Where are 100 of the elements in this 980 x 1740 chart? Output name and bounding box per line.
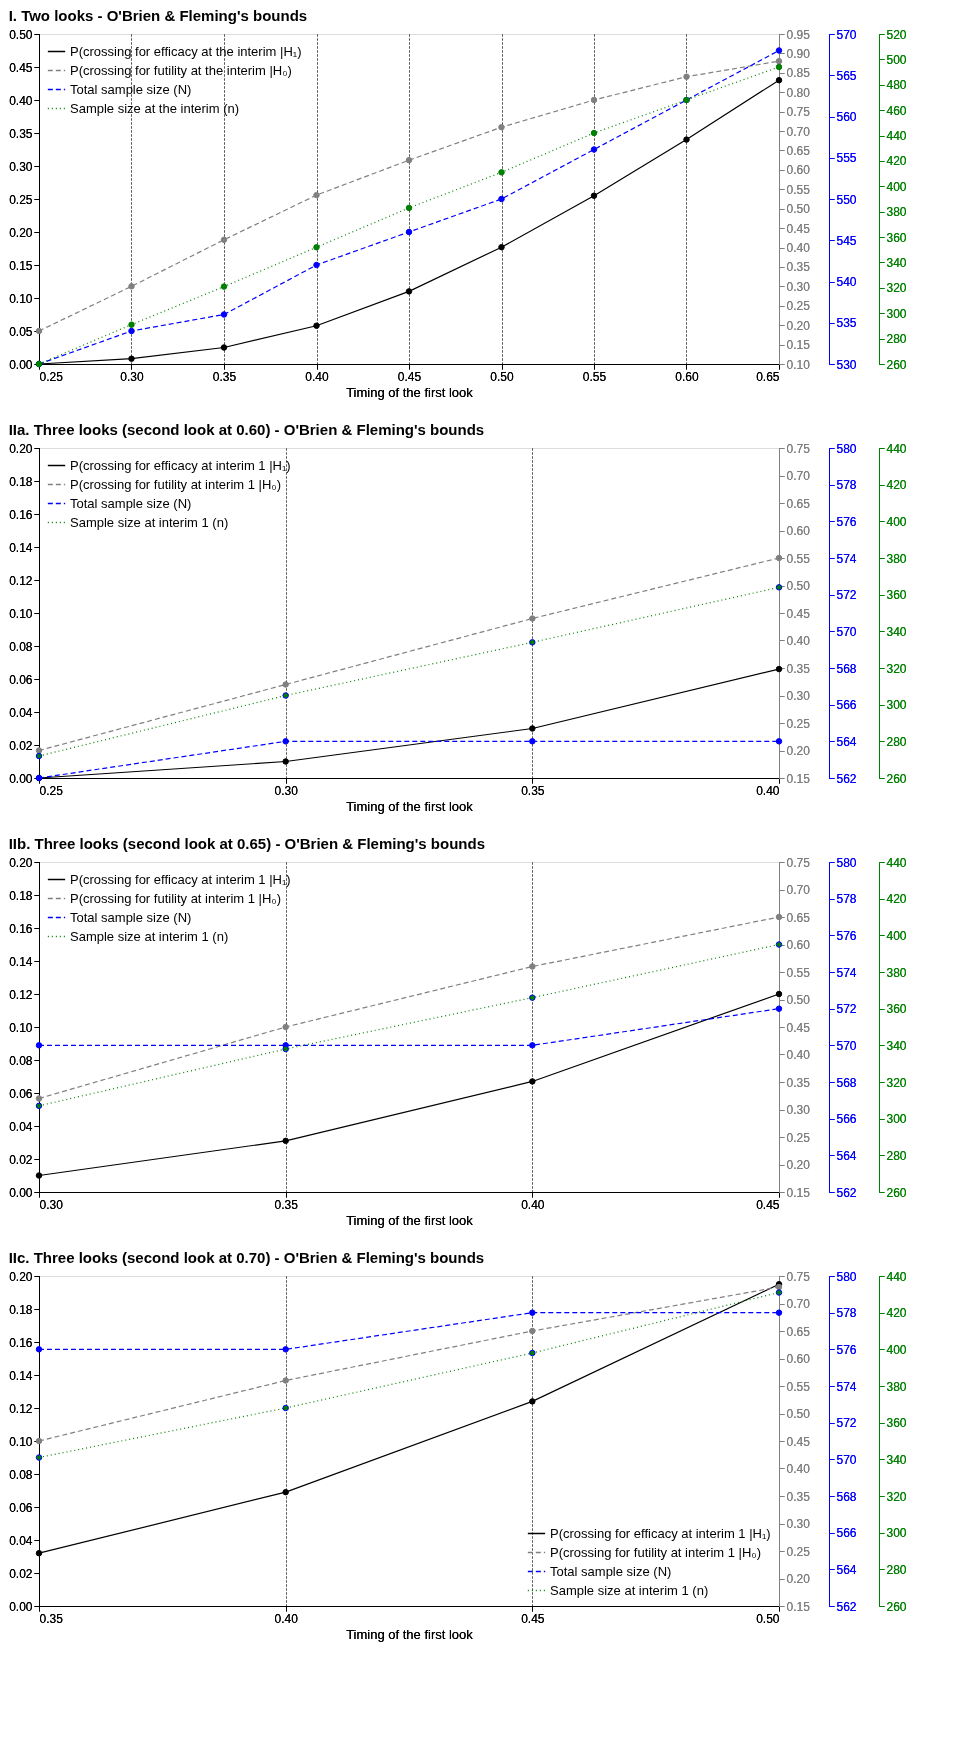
point [529, 615, 536, 622]
y-tick-label: 0.04 [9, 1119, 33, 1134]
y-tick-label: 400 [886, 514, 907, 529]
y2-tick-label: 0.35 [786, 260, 811, 275]
y3-tick-label: 568 [836, 661, 857, 676]
legend-label: P(crossing for efficacy at interim 1 |H₁) [70, 457, 291, 473]
y-tick-label: 0.02 [9, 1566, 33, 1581]
y3-tick-label: 576 [836, 514, 857, 529]
y3-tick-label: 574 [836, 965, 857, 980]
x-tick-label: 0.35 [39, 1611, 64, 1626]
point [35, 747, 43, 754]
y2-tick-label: 0.65 [786, 910, 811, 925]
x-tick-label: 0.25 [39, 783, 64, 798]
point [313, 322, 320, 329]
y2-tick-label: 0.85 [786, 66, 811, 81]
y-tick-label: 0.08 [9, 639, 33, 654]
y-tick-label: 0.14 [9, 540, 33, 555]
y2-tick-label: 0.30 [786, 1517, 811, 1531]
y2-tick-label: 0.70 [786, 124, 811, 139]
x-tick-label: 0.35 [521, 783, 545, 798]
y-tick-label: 0.15 [9, 258, 33, 273]
x-tick-label: 0.35 [212, 369, 237, 384]
y-tick-label: 380 [886, 1379, 907, 1394]
y-tick-label: 0.04 [9, 705, 33, 720]
y2-tick-label: 0.50 [786, 202, 811, 217]
y-tick-label: 280 [886, 332, 907, 347]
y-tick-label: 0.25 [9, 192, 33, 207]
x-tick-label: 0.45 [521, 1611, 545, 1626]
y3-tick-label: 555 [836, 151, 857, 166]
point [498, 123, 505, 131]
x-tick-label: 0.30 [39, 1197, 64, 1212]
point [282, 1023, 289, 1031]
y-tick-label: 0.10 [9, 606, 33, 621]
y3-tick-label: 570 [836, 27, 857, 42]
x-axis-title: Timing of the first look [346, 1626, 474, 1642]
point [529, 1398, 536, 1405]
point [590, 96, 598, 104]
y-tick-label: 400 [886, 179, 907, 194]
y2-tick-label: 0.70 [786, 883, 811, 897]
y3-tick-label: 565 [836, 68, 857, 83]
point [35, 327, 43, 335]
point [683, 73, 690, 80]
point [220, 311, 228, 318]
point [128, 327, 135, 335]
y2-tick-label: 0.90 [786, 46, 811, 61]
point [683, 136, 690, 143]
y2-tick-label: 0.35 [786, 661, 811, 676]
y2-tick-label: 0.65 [786, 143, 811, 158]
y2-tick-label: 0.20 [786, 1158, 811, 1172]
y2-tick-label: 0.45 [786, 606, 811, 621]
y-tick-label: 0.10 [9, 1434, 33, 1449]
y2-tick-label: 0.10 [786, 357, 811, 372]
point [282, 1488, 289, 1496]
y2-tick-label: 0.65 [786, 496, 811, 511]
y2-tick-label: 0.60 [786, 1352, 811, 1366]
y3-tick-label: 578 [836, 478, 857, 493]
point [498, 243, 505, 251]
y-tick-label: 0.08 [9, 1467, 33, 1482]
x-tick-label: 0.60 [675, 369, 699, 384]
x-tick-label: 0.40 [521, 1197, 545, 1212]
legend-label: P(crossing for futility at interim 1 |H₀) [70, 476, 282, 492]
y2-tick-label: 0.35 [786, 1075, 811, 1090]
y-tick-label: 0.02 [9, 1152, 33, 1167]
y3-tick-label: 562 [836, 1185, 857, 1200]
y-tick-label: 0.30 [9, 159, 33, 174]
point [529, 1078, 536, 1085]
y-tick-label: 0.00 [9, 357, 33, 372]
legend-label: Total sample size (N) [70, 495, 192, 511]
y-tick-label: 0.50 [9, 27, 33, 42]
y-tick-label: 0.06 [9, 1086, 33, 1101]
point [775, 57, 783, 65]
y2-tick-label: 0.75 [786, 105, 811, 120]
y-tick-label: 380 [886, 965, 907, 980]
point [282, 758, 289, 765]
y-tick-label: 260 [886, 1185, 907, 1200]
y3-tick-label: 562 [836, 1599, 857, 1614]
point [35, 1172, 43, 1179]
y-tick-label: 360 [886, 588, 907, 603]
y-tick-label: 0.18 [9, 888, 33, 903]
y-tick-label: 460 [886, 103, 907, 118]
x-tick-label: 0.40 [305, 369, 329, 384]
y-tick-label: 420 [886, 478, 907, 493]
y3-tick-label: 568 [836, 1489, 857, 1504]
y3-tick-label: 550 [836, 192, 857, 207]
legend-label: P(crossing for futility at interim 1 |H₀) [550, 1544, 762, 1560]
y3-tick-label: 572 [836, 1002, 857, 1017]
y-tick-label: 260 [886, 1599, 907, 1614]
y-tick-label: 400 [886, 928, 907, 943]
y-tick-label: 320 [886, 281, 907, 296]
y3-tick-label: 564 [836, 734, 857, 749]
x-tick-label: 0.45 [756, 1197, 780, 1212]
y-tick-label: 300 [886, 1526, 907, 1541]
point [590, 192, 598, 199]
y-tick-label: 0.20 [9, 225, 33, 240]
point [529, 1327, 536, 1335]
y3-tick-label: 576 [836, 1342, 857, 1357]
x-axis-title: Timing of the first look [346, 384, 474, 400]
legend-label: Sample size at interim 1 (n) [550, 1582, 709, 1598]
y2-tick-label: 0.15 [786, 338, 811, 353]
y2-tick-label: 0.80 [786, 85, 811, 100]
